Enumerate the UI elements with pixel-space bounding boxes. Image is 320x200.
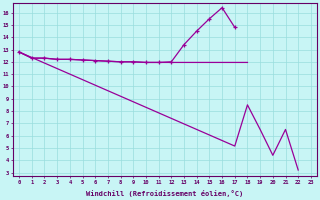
X-axis label: Windchill (Refroidissement éolien,°C): Windchill (Refroidissement éolien,°C) (86, 190, 244, 197)
